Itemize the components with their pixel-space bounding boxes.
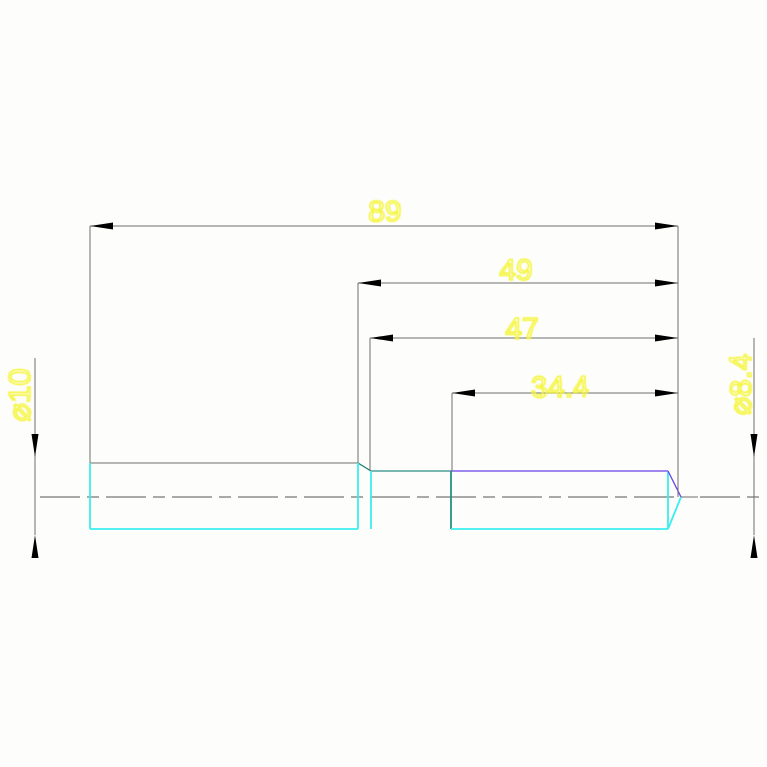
svg-text:47: 47 [505,312,538,345]
svg-text:34.4: 34.4 [531,371,589,404]
svg-text:⌀8.4: ⌀8.4 [723,354,758,416]
svg-text:89: 89 [368,195,401,228]
svg-text:49: 49 [499,254,532,287]
svg-text:⌀10: ⌀10 [2,368,37,421]
